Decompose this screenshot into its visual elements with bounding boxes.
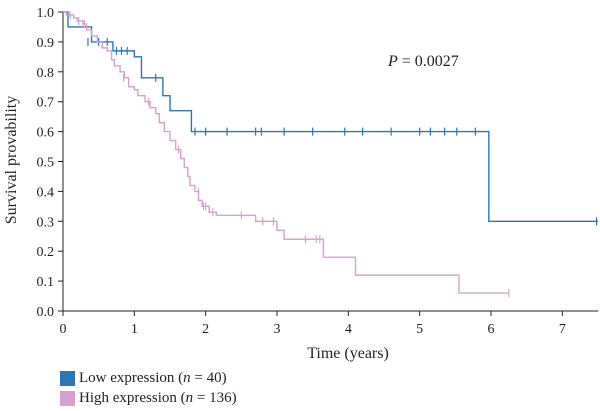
p-value-annotation: P = 0.0027 bbox=[387, 53, 459, 70]
axes bbox=[58, 11, 598, 316]
x-tick-label: 7 bbox=[559, 322, 566, 337]
series-line-high bbox=[63, 11, 509, 294]
legend-item-low: Low expression (n = 40) bbox=[60, 368, 237, 388]
legend-swatch-low bbox=[60, 370, 75, 386]
y-tick-label: 0.4 bbox=[37, 185, 55, 200]
y-tick-label: 0.8 bbox=[37, 66, 55, 81]
x-tick-label: 5 bbox=[416, 322, 423, 337]
p-value-text: = 0.0027 bbox=[398, 53, 459, 70]
tick-labels: 0.0 0.1 0.2 0.3 0.4 0.5 0.6 0.7 0.8 0.9 1.0 0 1 2 3 4 5 6… bbox=[37, 6, 566, 337]
series-line-low bbox=[63, 11, 598, 222]
x-tick-label: 4 bbox=[345, 322, 352, 337]
p-value-label: P bbox=[387, 53, 398, 70]
y-tick-label: 0.3 bbox=[37, 215, 55, 230]
y-axis-title: Survival provability bbox=[3, 96, 20, 224]
y-tick-label: 0.1 bbox=[37, 275, 55, 290]
legend: Low expression (n = 40) High expression … bbox=[60, 368, 237, 408]
x-tick-label: 1 bbox=[131, 322, 138, 337]
x-axis-title: Time (years) bbox=[307, 345, 389, 362]
x-tick-label: 0 bbox=[60, 322, 67, 337]
series-group bbox=[63, 10, 598, 298]
y-tick-label: 0.7 bbox=[37, 96, 55, 111]
y-tick-label: 0.6 bbox=[37, 126, 55, 141]
y-tick-label: 0.9 bbox=[37, 36, 55, 51]
legend-swatch-high bbox=[60, 390, 75, 406]
legend-label-high: High expression (n = 136) bbox=[79, 390, 237, 406]
x-tick-label: 6 bbox=[488, 322, 495, 337]
y-tick-label: 0.0 bbox=[37, 305, 55, 320]
x-tick-label: 2 bbox=[202, 322, 209, 337]
y-tick-label: 1.0 bbox=[37, 6, 55, 21]
y-tick-label: 0.2 bbox=[37, 245, 55, 260]
y-tick-label: 0.5 bbox=[37, 156, 55, 171]
x-tick-label: 3 bbox=[274, 322, 281, 337]
legend-label-low: Low expression (n = 40) bbox=[79, 370, 227, 386]
legend-item-high: High expression (n = 136) bbox=[60, 388, 237, 408]
